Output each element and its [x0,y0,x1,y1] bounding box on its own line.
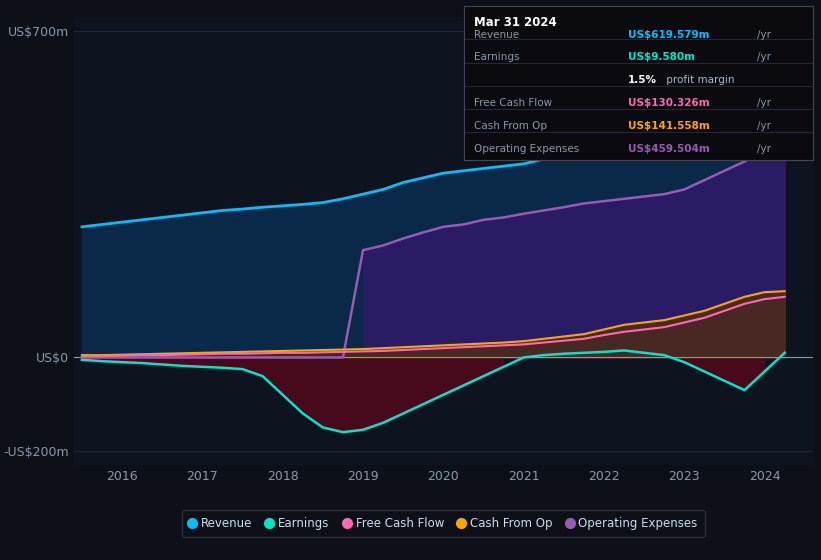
Text: /yr: /yr [757,121,771,131]
Text: Free Cash Flow: Free Cash Flow [475,98,553,108]
Text: /yr: /yr [757,144,771,154]
Text: Earnings: Earnings [475,52,520,62]
Text: US$141.558m: US$141.558m [628,121,709,131]
Text: US$130.326m: US$130.326m [628,98,709,108]
Text: Cash From Op: Cash From Op [475,121,548,131]
Text: 1.5%: 1.5% [628,75,657,85]
Text: Operating Expenses: Operating Expenses [475,144,580,154]
Text: profit margin: profit margin [663,75,734,85]
Text: US$619.579m: US$619.579m [628,30,709,40]
Text: US$459.504m: US$459.504m [628,144,709,154]
Legend: Revenue, Earnings, Free Cash Flow, Cash From Op, Operating Expenses: Revenue, Earnings, Free Cash Flow, Cash … [182,510,704,537]
Text: Revenue: Revenue [475,30,520,40]
Text: /yr: /yr [757,52,771,62]
Text: Mar 31 2024: Mar 31 2024 [475,16,557,29]
Text: US$9.580m: US$9.580m [628,52,695,62]
Text: /yr: /yr [757,30,771,40]
Text: /yr: /yr [757,98,771,108]
